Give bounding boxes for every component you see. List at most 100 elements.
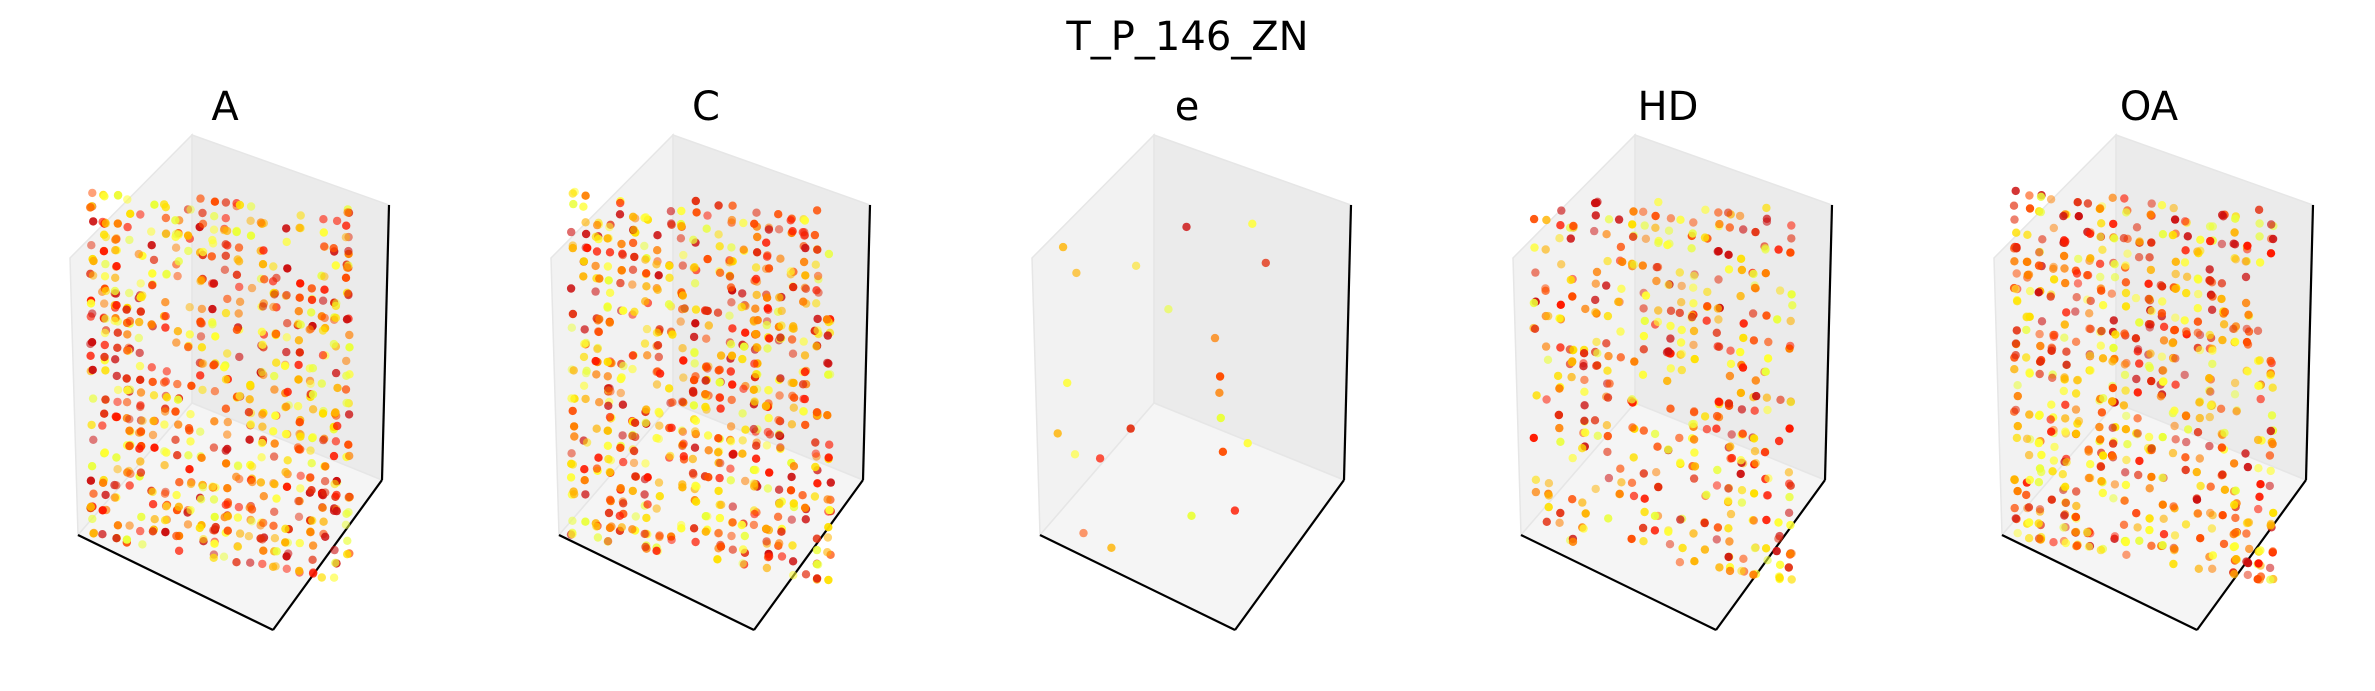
data-point bbox=[568, 243, 577, 253]
data-point bbox=[173, 379, 182, 389]
data-point bbox=[591, 287, 600, 296]
data-point bbox=[691, 481, 700, 490]
data-point bbox=[1640, 507, 1649, 517]
data-point bbox=[2157, 352, 2167, 361]
data-point bbox=[603, 234, 612, 243]
data-point bbox=[110, 316, 119, 325]
data-point bbox=[642, 324, 652, 334]
data-point bbox=[2170, 215, 2180, 224]
data-point bbox=[679, 439, 688, 448]
data-point bbox=[2182, 437, 2191, 447]
data-point bbox=[2120, 496, 2129, 505]
data-point bbox=[246, 231, 256, 240]
data-point bbox=[593, 220, 602, 230]
data-point bbox=[246, 420, 255, 429]
data-point bbox=[305, 325, 314, 334]
data-point bbox=[1650, 429, 1660, 439]
data-point bbox=[1763, 491, 1772, 500]
data-point bbox=[1666, 334, 1675, 343]
data-point bbox=[258, 410, 267, 419]
data-point bbox=[2025, 410, 2034, 419]
data-point bbox=[318, 409, 328, 418]
data-point bbox=[270, 385, 279, 394]
data-point bbox=[2047, 400, 2056, 409]
data-point bbox=[630, 418, 640, 427]
subplot-title-a: A bbox=[211, 84, 239, 130]
data-point bbox=[123, 386, 132, 395]
data-point bbox=[1639, 469, 1648, 478]
data-point bbox=[774, 485, 784, 494]
data-point bbox=[306, 446, 315, 455]
data-point bbox=[2145, 514, 2154, 523]
data-point bbox=[2059, 386, 2068, 396]
data-point bbox=[764, 264, 774, 273]
data-point bbox=[691, 305, 701, 314]
data-point bbox=[247, 283, 257, 293]
data-point bbox=[296, 484, 305, 493]
data-point bbox=[1726, 442, 1735, 451]
data-point bbox=[1762, 515, 1771, 525]
data-point bbox=[679, 250, 688, 260]
data-point bbox=[2121, 278, 2131, 287]
data-point bbox=[333, 383, 342, 393]
data-point bbox=[2242, 324, 2251, 334]
data-point bbox=[690, 348, 699, 358]
data-point bbox=[1604, 215, 1614, 224]
data-point bbox=[2205, 374, 2214, 383]
data-point bbox=[628, 364, 637, 374]
data-point bbox=[2096, 462, 2106, 471]
data-point bbox=[186, 505, 195, 515]
data-point bbox=[592, 522, 601, 531]
data-point bbox=[691, 427, 700, 436]
data-point bbox=[2231, 214, 2240, 223]
data-point bbox=[86, 476, 96, 485]
data-point bbox=[2047, 495, 2056, 504]
data-point bbox=[641, 255, 650, 264]
data-point bbox=[2146, 210, 2155, 219]
data-point bbox=[592, 464, 602, 473]
data-point bbox=[1762, 217, 1772, 226]
data-point bbox=[752, 208, 761, 217]
data-point bbox=[2012, 433, 2022, 443]
data-point bbox=[714, 448, 723, 457]
data-point bbox=[100, 272, 110, 281]
data-point bbox=[2095, 259, 2105, 268]
data-point bbox=[777, 552, 787, 561]
data-point bbox=[568, 309, 578, 319]
data-point bbox=[2060, 511, 2069, 520]
data-point bbox=[171, 229, 181, 239]
data-point bbox=[1615, 489, 1624, 498]
data-point bbox=[1568, 357, 1577, 366]
data-point bbox=[1764, 337, 1773, 347]
data-point bbox=[344, 492, 353, 502]
data-point bbox=[342, 221, 351, 230]
data-point bbox=[812, 560, 822, 569]
data-point bbox=[2059, 251, 2069, 261]
data-point bbox=[728, 324, 737, 333]
data-point bbox=[761, 401, 771, 411]
data-point bbox=[111, 355, 120, 364]
data-point bbox=[691, 537, 700, 547]
data-point bbox=[2121, 537, 2130, 547]
data-point bbox=[222, 226, 232, 236]
data-point bbox=[2180, 370, 2189, 380]
data-point bbox=[150, 200, 159, 209]
data-point bbox=[2132, 374, 2141, 384]
data-point bbox=[595, 398, 604, 407]
data-point bbox=[221, 308, 231, 318]
data-point bbox=[110, 493, 120, 502]
data-point bbox=[2266, 356, 2275, 366]
data-point bbox=[2134, 470, 2143, 480]
data-point bbox=[1567, 372, 1576, 382]
data-point bbox=[737, 302, 746, 312]
data-point bbox=[2168, 448, 2178, 458]
data-point bbox=[2159, 336, 2169, 345]
data-point bbox=[1556, 221, 1565, 230]
data-point bbox=[1772, 546, 1781, 556]
data-point bbox=[1787, 234, 1796, 243]
data-point bbox=[89, 256, 98, 266]
data-point bbox=[1555, 423, 1564, 433]
data-point bbox=[282, 564, 291, 573]
data-point bbox=[1652, 468, 1661, 477]
data-point bbox=[628, 351, 638, 360]
